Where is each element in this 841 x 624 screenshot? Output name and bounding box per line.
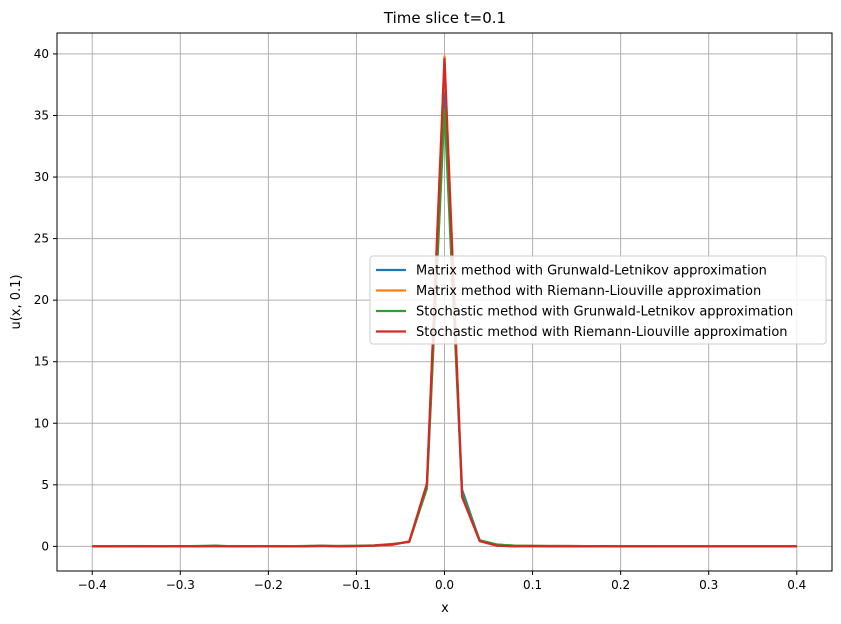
x-tick-label: −0.2 (254, 578, 283, 592)
x-axis-label: x (441, 601, 449, 616)
y-tick-label: 40 (34, 47, 49, 61)
y-tick-label: 15 (34, 355, 49, 369)
y-tick-label: 25 (34, 232, 49, 246)
x-tick-label: 0.4 (787, 578, 806, 592)
x-tick-label: −0.1 (342, 578, 371, 592)
chart-title: Time slice t=0.1 (383, 9, 506, 27)
series-line-4 (92, 57, 797, 548)
legend-entry: Matrix method with Grunwald-Letnikov app… (416, 264, 767, 279)
legend-entry: Stochastic method with Grunwald-Letnikov… (416, 305, 793, 320)
y-tick-label: 30 (34, 170, 49, 184)
legend-entry: Stochastic method with Riemann-Liouville… (416, 325, 788, 340)
legend: Matrix method with Grunwald-Letnikov app… (369, 255, 827, 345)
x-tick-label: 0.1 (523, 578, 542, 592)
legend-entry: Matrix method with Riemann-Liouville app… (416, 284, 761, 299)
y-tick-label: 20 (34, 293, 49, 307)
y-tick-label: 35 (34, 108, 49, 122)
y-tick-label: 5 (41, 478, 49, 492)
y-tick-label: 10 (34, 416, 49, 430)
legend-box (369, 255, 827, 345)
x-tick-label: −0.4 (78, 578, 107, 592)
x-tick-label: −0.3 (166, 578, 195, 592)
x-axis: −0.4 −0.3 −0.2 −0.1 0.0 0.1 0.2 0.3 0.4 (78, 571, 806, 592)
x-tick-label: 0.0 (435, 578, 454, 592)
y-axis-label: u(x, 0.1) (9, 274, 24, 329)
x-tick-label: 0.2 (611, 578, 630, 592)
y-tick-label: 0 (41, 539, 49, 553)
y-axis: 0 5 10 15 20 25 30 35 40 (34, 47, 57, 553)
series-layer (92, 55, 797, 548)
x-tick-label: 0.3 (699, 578, 718, 592)
